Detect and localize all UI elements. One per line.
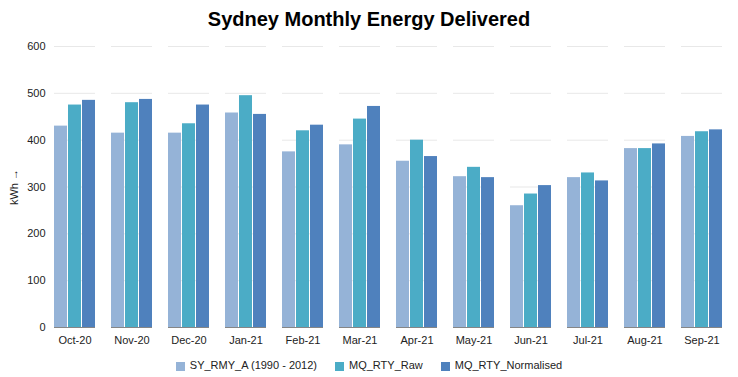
svg-text:Nov-20: Nov-20 (114, 334, 149, 346)
svg-text:Aug-21: Aug-21 (627, 334, 662, 346)
html-text:MQ_RTY_Raw: MQ_RTY_Raw (349, 359, 423, 371)
svg-text:Oct-20: Oct-20 (58, 334, 91, 346)
svg-text:500: 500 (27, 87, 45, 99)
svg-text:0: 0 (39, 321, 45, 333)
svg-text:100: 100 (27, 274, 45, 286)
svg-text:400: 400 (27, 134, 45, 146)
svg-text:Jan-21: Jan-21 (229, 334, 263, 346)
html-text:SY_RMY_A (1990 - 2012): SY_RMY_A (1990 - 2012) (189, 359, 317, 371)
svg-text:200: 200 (27, 227, 45, 239)
html-text:MQ_RTY_Normalised: MQ_RTY_Normalised (454, 359, 563, 371)
svg-text:Jun-21: Jun-21 (514, 334, 548, 346)
svg-text:Mar-21: Mar-21 (343, 334, 378, 346)
svg-text:Jul-21: Jul-21 (573, 334, 603, 346)
svg-text:kWh →: kWh → (8, 169, 20, 205)
svg-text:May-21: May-21 (456, 334, 493, 346)
svg-text:300: 300 (27, 181, 45, 193)
svg-text:Sep-21: Sep-21 (684, 334, 719, 346)
svg-text:Feb-21: Feb-21 (286, 334, 321, 346)
svg-text:Dec-20: Dec-20 (171, 334, 206, 346)
svg-text:Apr-21: Apr-21 (400, 334, 433, 346)
svg-text:600: 600 (27, 40, 45, 52)
html-text:Sydney Monthly Energy Delivere: Sydney Monthly Energy Delivered (207, 8, 531, 30)
